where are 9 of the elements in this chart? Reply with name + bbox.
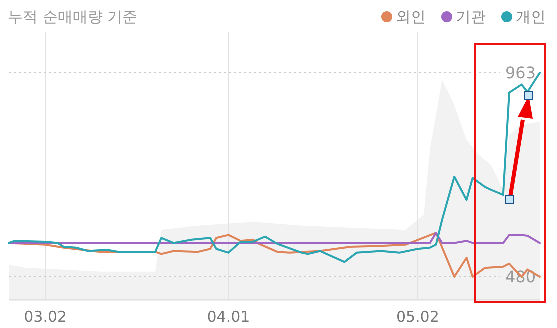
legend-label: 기관 <box>456 8 486 26</box>
y-tick-label: 963 <box>505 64 536 82</box>
x-tick-label: 03.02 <box>24 308 68 326</box>
legend-label: 외인 <box>396 8 426 26</box>
chart-title: 누적 순매매량 기준 <box>8 8 138 26</box>
legend-label: 개인 <box>516 8 546 26</box>
x-tick-label: 05.02 <box>396 308 440 326</box>
line-series <box>8 232 541 244</box>
x-tick-label: 04.01 <box>207 308 250 326</box>
